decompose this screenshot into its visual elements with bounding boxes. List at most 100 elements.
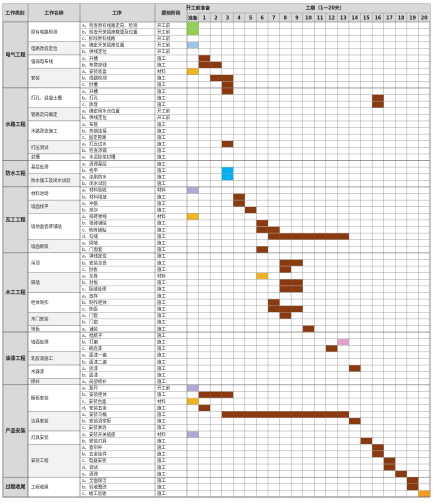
stage-text: 施工	[157, 55, 166, 62]
step-text: b、打孔	[82, 94, 99, 101]
stage-text: 施工	[157, 299, 166, 306]
step-text: a、复尺	[82, 385, 98, 392]
schedule-bar	[187, 187, 199, 194]
schedule-bar	[221, 88, 234, 95]
category-label: 过程收尾	[5, 484, 25, 491]
stage-text: 施工	[157, 134, 166, 141]
stage-text: 开工前	[157, 28, 171, 35]
step-text: b、墙砖铺贴	[82, 220, 107, 227]
step-text: a、铺装	[82, 325, 98, 332]
stage-text: 施工	[157, 477, 166, 484]
schedule-bar	[256, 272, 268, 280]
item-name: 安装	[31, 75, 40, 82]
stage-text: 施工	[157, 259, 166, 266]
stage-text: 材料	[157, 272, 166, 279]
schedule-bar	[233, 200, 245, 207]
step-text: c、拆除原有线路	[82, 35, 116, 42]
schedule-bar	[372, 101, 384, 108]
step-text: b、封板	[82, 279, 99, 286]
step-text: a、检查原有线路走向、检测	[82, 22, 138, 29]
item-name: 防水施工及闭水试验	[31, 177, 71, 184]
schedule-bar	[198, 391, 234, 398]
stage-text: 施工	[157, 167, 166, 174]
stage-text: 施工	[157, 121, 166, 128]
item-name: 墙面砌筑	[31, 243, 49, 250]
category-label: 水路工程	[4, 121, 25, 128]
step-text: b、抹灰	[82, 207, 99, 214]
schedule-bar	[325, 345, 338, 352]
schedule-bar	[383, 464, 396, 471]
item-name: 材料进场	[31, 190, 49, 197]
schedule-bar	[372, 444, 384, 451]
stage-text: 开工前	[157, 385, 171, 392]
header-category: 工作类别	[5, 10, 24, 17]
step-text: b、门扇	[82, 319, 98, 326]
stage-text: 施工	[157, 154, 166, 161]
step-text: a、底漆	[82, 365, 98, 372]
day-column-label: 10	[305, 16, 312, 22]
stage-text: 施工	[157, 279, 166, 286]
step-text: b、门窗套	[82, 246, 103, 253]
schedule-bar	[233, 193, 245, 200]
stage-text: 施工	[157, 391, 166, 398]
step-text: a、开槽	[82, 55, 98, 62]
item-name: 木门安装	[31, 315, 49, 322]
header-period: 工期（1—20天）	[306, 5, 345, 12]
day-column-label: 17	[386, 16, 393, 22]
step-text: c、安装淋浴	[82, 424, 107, 431]
category-label: 瓦工工程	[5, 216, 25, 223]
stage-text: 开工前	[157, 22, 171, 29]
day-column-label: 14	[351, 16, 358, 22]
stage-text: 施工	[157, 141, 166, 148]
item-name: 修补	[31, 378, 40, 385]
step-text: b、闭水试验	[82, 180, 107, 187]
step-text: d、勾缝	[82, 233, 99, 240]
schedule-bar	[187, 213, 199, 220]
day-column-label: 准备	[188, 15, 198, 22]
day-column-label: 2	[214, 16, 217, 22]
schedule-bar	[187, 385, 199, 392]
schedule-bar	[256, 220, 268, 227]
schedule-bar	[221, 167, 234, 174]
step-text: a、窗帘杆	[82, 444, 103, 451]
schedule-bar	[337, 338, 349, 346]
header-name: 工作名称	[44, 10, 63, 17]
step-text: b、热熔连接	[82, 127, 107, 134]
schedule-bar	[302, 325, 315, 332]
item-name: 木器漆	[31, 368, 45, 375]
item-name: 电路改造定位	[31, 45, 58, 52]
schedule-bar	[418, 490, 430, 497]
schedule-bar	[406, 484, 419, 491]
stage-text: 材料	[157, 213, 166, 220]
schedule-bar	[395, 470, 407, 478]
stage-text: 材料	[157, 187, 166, 194]
step-text: b、五金挂件	[82, 451, 107, 458]
stage-text: 施工	[157, 312, 166, 319]
step-text: a、清理基层	[82, 160, 107, 167]
step-text: b、弹线定位	[82, 114, 107, 121]
item-name: 洁具安装	[31, 418, 49, 425]
item-name: 橱柜安装	[31, 395, 49, 402]
item-name: 水路改造施工	[31, 127, 58, 134]
day-column-label: 8	[284, 16, 288, 22]
step-text: b、安装柜体	[82, 391, 107, 398]
schedule-bar	[349, 365, 361, 372]
step-text: b、安装浴室柜	[82, 418, 112, 425]
step-text: a、批腻子	[82, 332, 103, 339]
step-text: b、找平	[82, 167, 99, 174]
schedule-bar	[198, 55, 211, 62]
stage-text: 施工	[157, 88, 166, 95]
step-text: a、局部修补	[82, 378, 107, 385]
stage-text: 开工前	[157, 108, 171, 115]
schedule-bar	[187, 431, 199, 438]
stage-text: 施工	[157, 246, 166, 253]
stage-text: 施工	[157, 338, 166, 345]
stage-text: 施工	[157, 345, 166, 352]
item-name: 工程收尾	[31, 484, 49, 491]
item-name: 安装工程	[31, 457, 49, 464]
stage-text: 施工	[157, 292, 166, 299]
stage-text: 施工	[157, 451, 166, 458]
category-cell	[2, 186, 29, 254]
step-text: c、固定管路	[82, 134, 107, 141]
step-text: c、竣工验收	[82, 490, 107, 497]
